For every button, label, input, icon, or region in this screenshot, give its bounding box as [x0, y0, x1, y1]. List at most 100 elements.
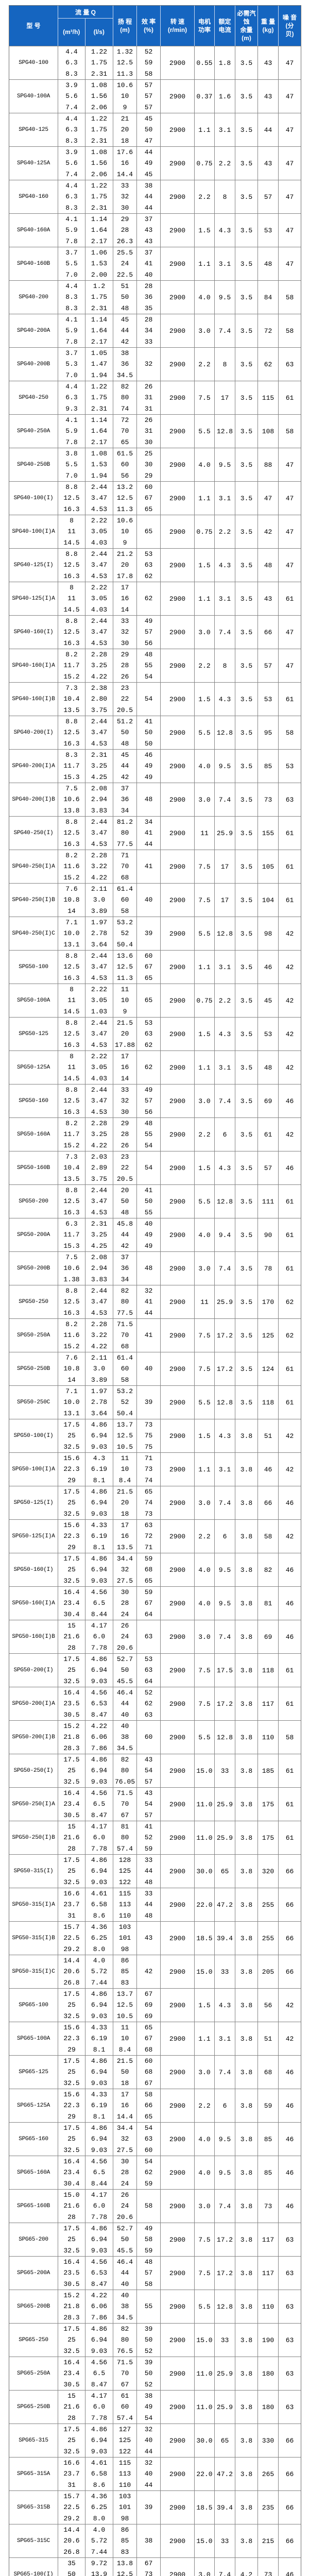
- flow-ls-cell-value: 6.94: [91, 1499, 108, 1507]
- rated-current-cell-value: 4.3: [218, 226, 231, 234]
- motor-power-cell-value: 7.5: [198, 2235, 211, 2244]
- model-cell: SPG40-250B: [9, 448, 58, 481]
- flow-m3h-cell-value: 10.8: [63, 1365, 80, 1373]
- flow-m3h-cell-value: 17.5: [63, 1856, 80, 1864]
- model-cell: SPG50-200A: [9, 1218, 58, 1251]
- table-row: SPG65-250B 15 21.6 28 4.17 6.0 7.78 61 60 57.4 38 4…: [9, 2390, 301, 2424]
- flow-m3h-cell-value: 29.2: [63, 2514, 80, 2522]
- flow-ls-cell: 4.36 6.25 8.0: [85, 2491, 113, 2524]
- flow-ls-cell-value: 4.53: [91, 1208, 108, 1216]
- efficiency-cell-value: 57: [144, 1777, 153, 1786]
- model-cell-value: SPG40-160: [19, 194, 48, 200]
- npsh-cell-value: 3.5: [240, 226, 253, 234]
- npsh-cell: 3.5: [235, 381, 258, 414]
- head-cell: 11 10 8.4: [113, 1453, 137, 1486]
- flow-m3h-cell-value: 16.3: [63, 974, 80, 982]
- noise-cell: 63: [279, 2223, 301, 2256]
- head-cell-value: 46.4: [116, 2258, 133, 2266]
- model-cell-value: SPG65-315A: [16, 2471, 50, 2477]
- table-row: SPG50-200 8.8 12.5 16.3 2.44 3.47 4.53 20 50 48 41…: [9, 1184, 301, 1218]
- npsh-cell-value: 3.8: [240, 1867, 253, 1875]
- table-row: SPG40-100(I) 8.8 12.5 16.3 2.44 3.47 4.53 13.2 1…: [9, 481, 301, 515]
- motor-power-cell: 11.0: [195, 1821, 215, 1854]
- flow-ls-cell: 1.2 1.75 2.31: [85, 281, 113, 314]
- model-cell: SPG40-160(I)B: [9, 683, 58, 716]
- head-cell-value: 33: [121, 181, 129, 190]
- efficiency-cell-value: 54: [144, 2124, 153, 2132]
- weight-cell-value: 42: [264, 528, 272, 536]
- flow-ls-cell-value: 5.72: [91, 2537, 108, 2545]
- flow-ls-cell-value: 4.22: [91, 1722, 108, 1730]
- motor-power-cell-value: 1.5: [198, 2001, 211, 2009]
- weight-cell-value: 180: [262, 2369, 274, 2378]
- motor-power-cell: 2.2: [195, 180, 215, 213]
- model-cell-value: SPG50-160(I): [13, 1567, 54, 1573]
- flow-ls-cell-value: 1.06: [91, 248, 108, 257]
- flow-m3h-cell-value: 16.4: [63, 1789, 80, 1797]
- flow-ls-cell: 2.28 3.25 4.22: [85, 649, 113, 682]
- efficiency-cell-value: 59: [144, 1554, 153, 1563]
- head-cell: 17 16 14.4: [113, 2089, 137, 2122]
- flow-ls-cell-value: 6.25: [91, 2503, 108, 2512]
- weight-cell-value: 117: [262, 2235, 274, 2244]
- speed-cell: 2900: [161, 1419, 195, 1452]
- weight-cell: 73: [258, 2558, 279, 2576]
- efficiency-cell-value: 33: [144, 1889, 153, 1897]
- head-cell: 46.4 44 40: [113, 2257, 137, 2290]
- flow-m3h-cell-value: 5.5: [65, 461, 78, 469]
- rated-current-cell: 7.4: [215, 314, 235, 347]
- head-cell: 71.5 70 67: [113, 1788, 137, 1821]
- head-cell-value: 67: [121, 1811, 129, 1819]
- noise-cell: 46: [279, 1553, 301, 1586]
- speed-cell: 2900: [161, 1319, 195, 1352]
- speed-cell-value: 2900: [169, 628, 186, 636]
- flow-ls-cell: 4.86 6.94 9.03: [85, 2223, 113, 2256]
- noise-cell-value: 61: [285, 695, 294, 703]
- flow-m3h-cell-value: 16.4: [63, 1588, 80, 1596]
- noise-cell: 46: [279, 1620, 301, 1653]
- rated-current-cell-value: 12.8: [216, 1398, 233, 1406]
- head-cell-value: 12.5: [116, 1432, 133, 1440]
- weight-cell-value: 95: [264, 728, 272, 737]
- motor-power-cell: 3.0: [195, 1084, 215, 1117]
- weight-cell-value: 124: [262, 1365, 274, 1373]
- efficiency-cell-value: [137, 1922, 160, 1933]
- noise-cell: 42: [279, 1453, 301, 1486]
- head-cell: 71 70 68: [113, 850, 137, 883]
- efficiency-cell-value: 49: [144, 1231, 153, 1239]
- flow-m3h-cell-value: 3.7: [65, 248, 78, 257]
- flow-m3h-cell-value: 32.5: [63, 1777, 80, 1786]
- header-head: 扬 程 (m): [113, 6, 137, 46]
- speed-cell-value: 2900: [169, 762, 186, 770]
- head-cell-value: 28: [121, 226, 129, 234]
- flow-ls-cell-value: 6.94: [91, 1666, 108, 1674]
- flow-ls-cell-value: 4.25: [91, 773, 108, 781]
- npsh-cell: 3.5: [235, 716, 258, 749]
- head-cell: 1.32 12.5 11.3: [113, 46, 137, 79]
- flow-ls-cell-value: 6.94: [91, 2068, 108, 2076]
- table-row: SPG50-250 8.8 12.5 16.3 2.44 3.47 4.53 82 80 77.5…: [9, 1285, 301, 1318]
- flow-m3h-cell-value: 7.8: [65, 237, 78, 245]
- flow-ls-cell-value: 9.03: [91, 2246, 108, 2255]
- flow-m3h-cell-value: 31: [67, 2481, 76, 2489]
- noise-cell-value: 61: [285, 1398, 294, 1406]
- flow-ls-cell-value: 4.36: [91, 2492, 108, 2500]
- head-cell-value: 10: [121, 996, 129, 1005]
- efficiency-cell: 41 52 59: [137, 1821, 161, 1854]
- motor-power-cell: 3.0: [195, 2558, 215, 2576]
- noise-cell: 63: [279, 2257, 301, 2290]
- speed-cell: 2900: [161, 1587, 195, 1620]
- efficiency-cell: 58: [137, 2190, 161, 2223]
- flow-ls-cell-value: 2.44: [91, 717, 108, 725]
- flow-ls-cell-value: 9.03: [91, 1510, 108, 1518]
- efficiency-cell: 55: [137, 2290, 161, 2323]
- flow-m3h-cell-value: 23.4: [63, 2369, 80, 2378]
- head-cell-value: 71.5: [116, 1320, 133, 1328]
- weight-cell: 320: [258, 1855, 279, 1888]
- npsh-cell-value: 3.5: [240, 360, 253, 368]
- head-cell-value: 61.4: [116, 1353, 133, 1362]
- noise-cell: 46: [279, 2558, 301, 2576]
- speed-cell-value: 2900: [169, 193, 186, 201]
- head-cell-value: 76.05: [114, 1777, 135, 1786]
- head-cell: 13.2 12.5 11.3: [113, 482, 137, 515]
